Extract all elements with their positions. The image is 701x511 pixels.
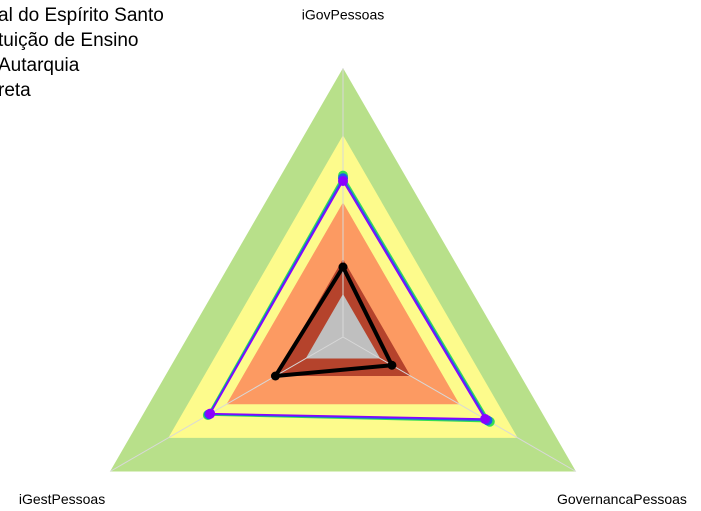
series-point	[387, 360, 397, 370]
series-line	[208, 179, 487, 420]
legend-label: al do Espírito Santo	[0, 5, 164, 26]
legend-label: tuição de Ensino	[0, 30, 139, 51]
legend-label: Autarquia	[0, 55, 80, 76]
series-line	[206, 174, 492, 423]
axis-line	[109, 336, 344, 472]
axis-label: GovernancaPessoas	[557, 491, 687, 507]
axis-label: iGovPessoas	[302, 7, 384, 23]
axis-label: iGestPessoas	[19, 491, 105, 507]
series-line	[271, 262, 396, 379]
legend-label: reta	[0, 80, 31, 101]
series-line	[207, 176, 489, 422]
axis-line	[342, 336, 577, 472]
series-point	[270, 371, 280, 381]
series-point	[205, 408, 216, 419]
series-point	[338, 175, 348, 186]
series-point	[338, 262, 348, 272]
series-point	[480, 414, 491, 425]
